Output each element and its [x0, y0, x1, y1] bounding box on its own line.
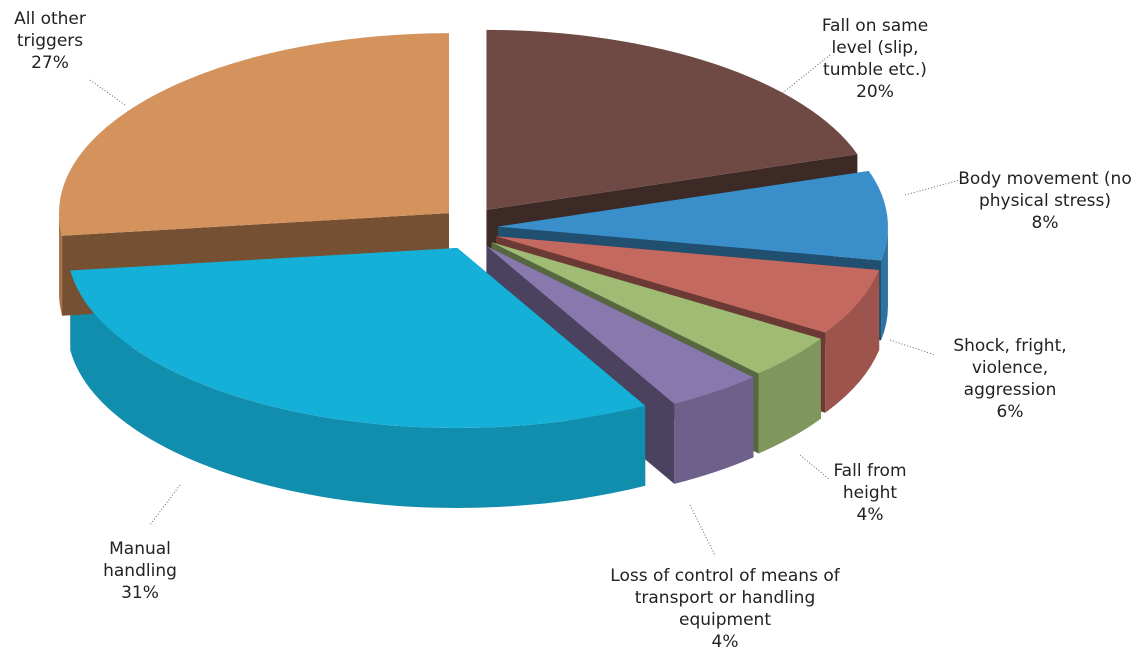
pie-slice: [58, 33, 449, 236]
value-label: 4%: [711, 632, 739, 652]
value-label: 8%: [1031, 213, 1059, 233]
category-label: Fall on same level (slip, tumble etc.): [821, 16, 929, 80]
slice-label: Fall on same level (slip, tumble etc.) 20…: [805, 15, 945, 103]
leader-line: [889, 339, 936, 356]
slice-label: Loss of control of means of transport or…: [605, 565, 845, 653]
category-label: Loss of control of means of transport or…: [610, 566, 840, 630]
category-label: Shock, fright, violence, aggression: [953, 336, 1067, 400]
slice-label: All other triggers 27%: [5, 8, 95, 74]
pie-slice: [497, 170, 888, 261]
slice-tops: [58, 29, 888, 428]
leader-line: [149, 484, 181, 526]
pie-slice: [486, 29, 858, 210]
leader-lines: [89, 54, 961, 556]
slice-label: Fall from height 4%: [825, 460, 915, 526]
slices: [58, 29, 888, 508]
slice-wall: [881, 226, 888, 341]
value-label: 31%: [121, 583, 159, 603]
leader-line: [904, 179, 961, 196]
slice-wall: [70, 270, 646, 508]
slice-label: Shock, fright, violence, aggression 6%: [940, 335, 1080, 423]
pie-slice: [486, 246, 754, 404]
category-label: Body movement (no physical stress): [958, 169, 1132, 211]
slice-label: Body movement (no physical stress) 8%: [945, 168, 1144, 234]
category-label: All other triggers: [14, 9, 86, 51]
slice-wall: [58, 213, 63, 316]
pie-slice: [496, 236, 880, 333]
slice-wall: [674, 377, 754, 484]
leader-line: [89, 79, 126, 106]
category-label: Manual handling: [103, 539, 177, 581]
leader-line: [689, 504, 716, 556]
pie-slice: [491, 242, 821, 374]
slice-label: Manual handling 31%: [90, 538, 190, 604]
slice-wall: [825, 269, 880, 413]
value-label: 4%: [856, 505, 884, 525]
slice-wall: [758, 338, 821, 454]
pie-slice: [70, 247, 646, 428]
category-label: Fall from height: [833, 461, 907, 503]
leader-line: [799, 454, 831, 481]
value-label: 6%: [996, 402, 1024, 422]
value-label: 20%: [856, 82, 894, 102]
value-label: 27%: [31, 53, 69, 73]
